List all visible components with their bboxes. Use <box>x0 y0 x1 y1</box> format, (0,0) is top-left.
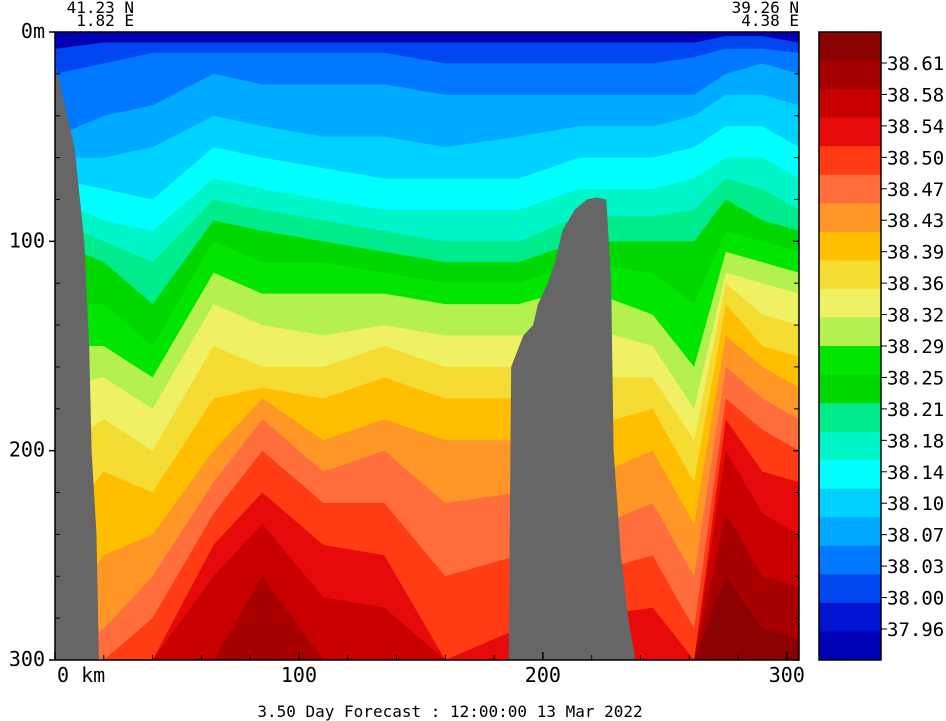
colorbar-swatch <box>819 203 881 233</box>
colorbar-swatch <box>819 231 881 261</box>
y-tick-label: 300 <box>9 647 45 671</box>
colorbar-label: 38.07 <box>887 525 944 547</box>
colorbar-label: 38.14 <box>887 462 944 484</box>
colorbar-swatch <box>819 602 881 632</box>
x-tick-label: 0 km <box>57 663 105 687</box>
colorbar-swatch <box>819 260 881 290</box>
colorbar-label: 38.58 <box>887 84 944 106</box>
colorbar-label: 38.36 <box>887 273 944 295</box>
colorbar-swatch <box>819 146 881 176</box>
colorbar-label: 37.96 <box>887 619 944 641</box>
y-tick-label: 0m <box>21 19 45 43</box>
colorbar: 38.61 38.58 38.54 38.50 38.47 38.43 38.39 38.36… <box>818 31 944 661</box>
colorbar-label: 38.50 <box>887 147 944 169</box>
colorbar-swatch <box>819 60 881 90</box>
colorbar-swatch <box>819 174 881 204</box>
seafloor-terrain <box>55 32 636 660</box>
colorbar-label: 38.43 <box>887 210 944 232</box>
colorbar-swatch <box>819 317 881 347</box>
colorbar-label: 38.00 <box>887 588 944 610</box>
colorbar-label: 38.47 <box>887 179 944 201</box>
colorbar-swatch <box>819 32 881 62</box>
colorbar-swatch <box>819 574 881 604</box>
colorbar-swatch <box>819 460 881 490</box>
colorbar-label: 38.39 <box>887 242 944 264</box>
colorbar-swatch <box>819 631 881 661</box>
seamount-terrain <box>508 197 636 660</box>
start-longitude: 1.82 E <box>76 11 134 30</box>
colorbar-swatch <box>819 431 881 461</box>
colorbar-swatch <box>819 346 881 376</box>
salinity-band-surface <box>55 32 799 49</box>
colorbar-label: 38.03 <box>887 556 944 578</box>
end-latitude: 39.26 N <box>732 0 799 17</box>
x-tick-label: 200 <box>525 663 561 687</box>
colorbar-swatch <box>819 517 881 547</box>
y-tick-label: 200 <box>9 438 45 462</box>
colorbar-swatch <box>819 288 881 318</box>
start-latitude: 41.23 N <box>67 0 134 17</box>
colorbar-label: 38.54 <box>887 116 944 138</box>
x-tick-label: 300 <box>769 663 805 687</box>
end-longitude: 4.38 E <box>741 11 799 30</box>
colorbar-label: 38.18 <box>887 430 944 452</box>
colorbar-label: 38.32 <box>887 305 944 327</box>
colorbar-swatch <box>819 403 881 433</box>
colorbar-label: 38.25 <box>887 367 944 389</box>
y-tick-label: 100 <box>9 228 45 252</box>
axes: 0m 100 200 300 0 km 100 200 300 <box>9 19 805 687</box>
colorbar-swatch <box>819 117 881 147</box>
colorbar-swatch <box>819 374 881 404</box>
colorbar-label: 38.21 <box>887 399 944 421</box>
x-tick-label: 100 <box>281 663 317 687</box>
left-shelf-terrain <box>55 32 99 660</box>
colorbar-label: 38.29 <box>887 336 944 358</box>
colorbar-swatch <box>819 545 881 575</box>
colorbar-swatch <box>819 89 881 119</box>
colorbar-label: 38.61 <box>887 53 944 75</box>
forecast-caption: 3.50 Day Forecast : 12:00:00 13 Mar 2022 <box>257 702 642 721</box>
colorbar-label: 38.10 <box>887 493 944 515</box>
plot-frame <box>54 31 800 661</box>
plot-area <box>55 32 799 660</box>
colorbar-swatch <box>819 488 881 518</box>
